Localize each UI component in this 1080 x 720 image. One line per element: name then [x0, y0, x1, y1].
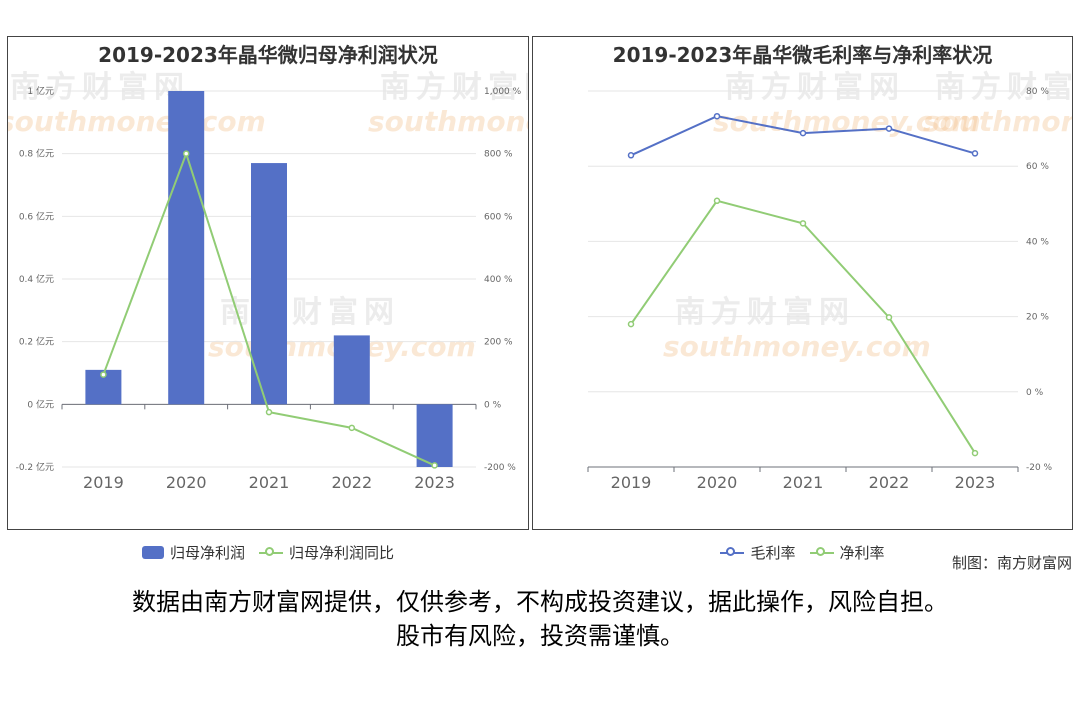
- x-tick-label: 2021: [783, 473, 824, 492]
- y-left-tick-label: 0.4 亿元: [19, 273, 54, 285]
- y-right-tick-label: 40 %: [1026, 237, 1049, 247]
- legend-line-swatch: [259, 546, 283, 559]
- x-tick-label: 2019: [611, 473, 652, 492]
- bar: [251, 163, 287, 405]
- bar: [416, 404, 453, 467]
- line-point: [627, 320, 635, 328]
- line-point: [713, 112, 721, 120]
- legend-label: 毛利率: [750, 544, 796, 562]
- watermark-cn-text: 南方财富网: [380, 70, 528, 105]
- line-point: [182, 150, 190, 157]
- right-chart-legend: 毛利率 净利率: [533, 542, 1072, 563]
- y-right-tick-label: 800 %: [484, 150, 513, 160]
- right-chart-title: 2019-2023年晶华微毛利率与净利率状况: [612, 43, 993, 67]
- legend-item-net-profit-yoy[interactable]: 归母净利润同比: [259, 542, 394, 563]
- bar: [168, 91, 205, 405]
- bar: [333, 335, 370, 405]
- y-left-tick-label: 0.8 亿元: [19, 148, 54, 160]
- left-chart-panel: 南方财富网southmoney.com南方财富网southmoney.com南方…: [7, 36, 529, 562]
- x-tick-label: 2020: [697, 473, 738, 492]
- line-point: [627, 152, 635, 159]
- x-tick-label: 2021: [249, 473, 290, 492]
- chart-credit: 制图：南方财富网: [951, 554, 1072, 572]
- y-left-tick-label: 1 亿元: [27, 85, 54, 97]
- y-right-tick-label: 0 %: [1026, 388, 1044, 398]
- x-tick-label: 2019: [83, 473, 124, 492]
- line-point: [799, 129, 807, 137]
- y-left-tick-label: 0 亿元: [27, 398, 54, 410]
- y-right-tick-label: -20 %: [1026, 463, 1053, 473]
- watermark-cn-text: 南方财富网: [725, 70, 905, 105]
- line-point: [971, 150, 979, 157]
- x-tick-label: 2022: [331, 473, 372, 492]
- y-right-tick-label: 80 %: [1026, 87, 1049, 97]
- y-left-tick-label: 0.2 亿元: [19, 336, 54, 348]
- y-left-tick-label: 0.6 亿元: [19, 210, 54, 222]
- line-point: [885, 314, 893, 321]
- watermark-cn-text: 南方财富网: [220, 295, 400, 330]
- legend-label: 净利率: [839, 544, 885, 562]
- legend-line-swatch: [720, 546, 745, 559]
- legend-item-gross-margin[interactable]: 毛利率: [720, 542, 796, 563]
- x-tick-label: 2020: [166, 473, 207, 492]
- line-point: [885, 125, 893, 132]
- disclaimer-line-1: 数据由南方财富网提供，仅供参考，不构成投资建议，据此操作，风险自担。: [132, 588, 948, 616]
- y-right-tick-label: 0 %: [484, 400, 502, 410]
- watermark-en-text: southmoney.com: [713, 105, 981, 138]
- line-point: [713, 197, 721, 205]
- line-point: [265, 408, 273, 416]
- legend-item-net-margin[interactable]: 净利率: [809, 542, 885, 563]
- watermark-en-text: southmoney.com: [368, 105, 528, 138]
- disclaimer-line-2: 股市有风险，投资需谨慎。: [396, 622, 684, 650]
- watermark-cn-text: 南方财富网: [10, 70, 190, 105]
- x-tick-label: 2022: [869, 473, 910, 492]
- y-right-tick-label: 60 %: [1026, 162, 1049, 172]
- line-point: [100, 371, 107, 378]
- right-chart-panel: 南方财富网southmoney.com南方财富网southmoney.com南方…: [532, 36, 1073, 562]
- watermark-en-text: southmoney.com: [923, 105, 1072, 138]
- legend-item-net-profit[interactable]: 归母净利润: [141, 542, 245, 563]
- left-chart-title: 2019-2023年晶华微归母净利润状况: [98, 43, 438, 67]
- line-point: [799, 220, 807, 227]
- y-right-tick-label: 20 %: [1026, 313, 1049, 323]
- legend-line-swatch: [809, 546, 834, 559]
- line-point: [431, 462, 438, 469]
- y-right-tick-label: 600 %: [484, 212, 513, 222]
- right-chart-svg: 南方财富网southmoney.com南方财富网southmoney.com南方…: [587, 70, 1072, 492]
- watermark-en-text: southmoney.com: [663, 330, 931, 363]
- legend-label: 归母净利润同比: [289, 544, 395, 562]
- line-point: [348, 424, 356, 432]
- y-right-tick-label: -200 %: [484, 463, 516, 473]
- legend-bar-swatch: [141, 546, 164, 559]
- y-right-tick-label: 1,000 %: [484, 87, 522, 97]
- y-right-tick-label: 400 %: [484, 275, 513, 285]
- x-tick-label: 2023: [414, 473, 455, 492]
- line-point: [971, 449, 979, 457]
- watermark-cn-text: 南方财富网: [675, 295, 855, 330]
- left-chart-legend: 归母净利润 归母净利润同比: [8, 542, 528, 563]
- legend-label: 归母净利润: [169, 544, 245, 562]
- y-left-tick-label: -0.2 亿元: [16, 461, 54, 473]
- left-chart-svg: 南方财富网southmoney.com南方财富网southmoney.com南方…: [8, 70, 528, 492]
- watermark-en-text: southmoney.com: [8, 105, 266, 138]
- x-tick-label: 2023: [955, 473, 996, 492]
- watermark-cn-text: 南方财富网: [935, 70, 1072, 105]
- y-right-tick-label: 200 %: [484, 338, 513, 348]
